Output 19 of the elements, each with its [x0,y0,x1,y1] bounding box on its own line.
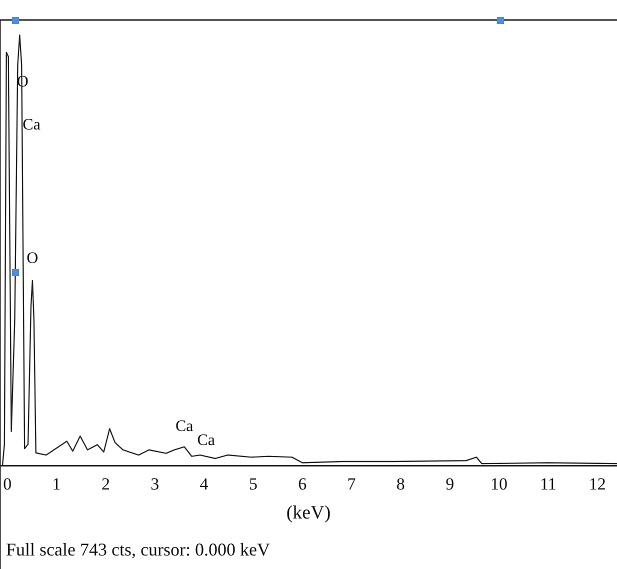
x-tick-label: 9 [446,474,454,494]
x-tick-label: 7 [347,474,356,494]
text: Full scale 743 cts, cursor: 0.000 keV [6,540,270,560]
annotation: O [26,250,38,267]
x-tick-label: 2 [101,474,110,494]
annotation: Ca [22,116,40,134]
x-tick-label: 4 [200,474,209,494]
x-tick-label: 5 [248,474,258,494]
x-tick-label: 6 [298,474,307,494]
x-tick-label: 8 [396,474,405,494]
x-tick-label: 10 [490,474,508,494]
annotation: Ca [197,432,215,450]
x-tick-label: 3 [150,474,160,494]
x-tick-label: 12 [588,474,606,494]
annotation: Ca [175,418,194,436]
x-axis-title: (keV) [286,502,331,524]
x-tick-label: 1 [52,474,61,494]
x-tick-label: 0 [3,474,12,494]
x-tick-label: 11 [540,474,556,494]
